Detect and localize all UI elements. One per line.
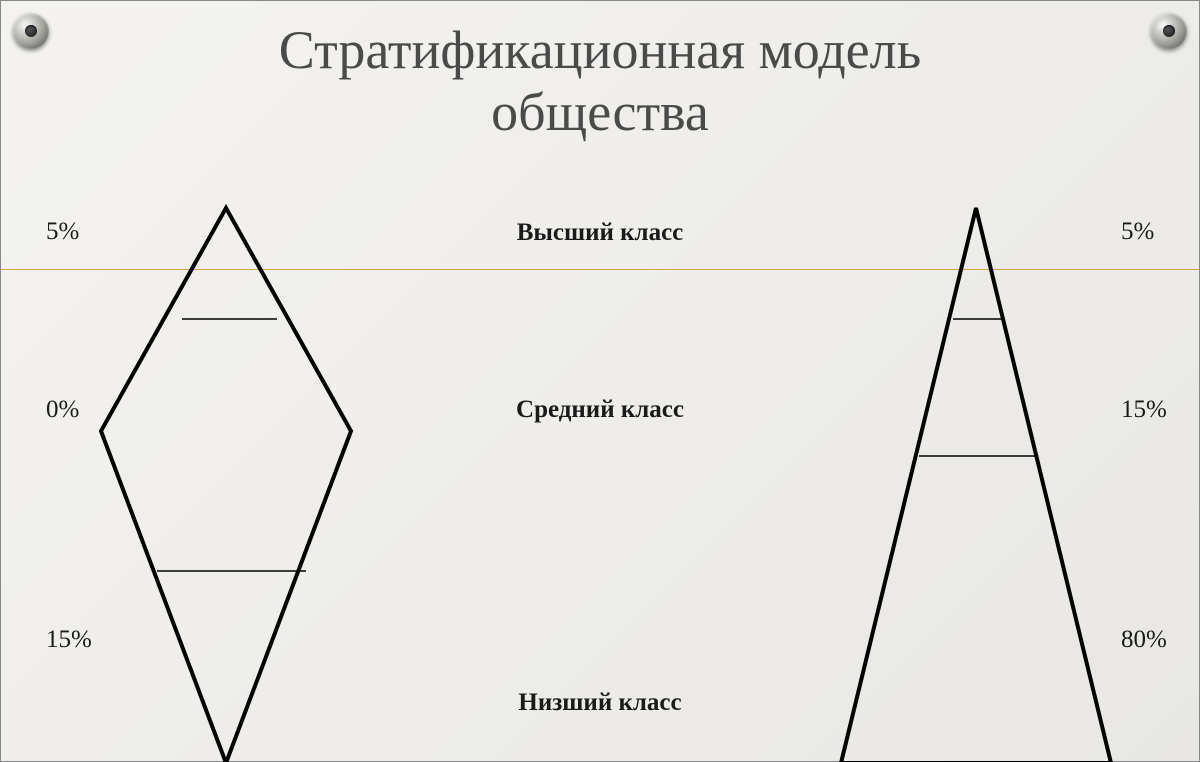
title-line-2: общества bbox=[491, 82, 709, 142]
diamond-pct-lower: 15% bbox=[46, 626, 92, 654]
slide-title: Стратификационная модель общества bbox=[1, 19, 1199, 143]
diamond-pct-upper: 5% bbox=[46, 218, 79, 246]
title-line-1: Стратификационная модель bbox=[279, 20, 921, 80]
triangle-shape bbox=[831, 198, 1121, 762]
label-lower-class: Низший класс bbox=[1, 689, 1199, 717]
triangle-pct-middle: 15% bbox=[1121, 396, 1167, 424]
slide-canvas: Стратификационная модель общества Высший… bbox=[0, 0, 1200, 762]
triangle-pct-upper: 5% bbox=[1121, 218, 1154, 246]
diamond-pct-middle: 0% bbox=[46, 396, 79, 424]
label-middle-class: Средний класс bbox=[1, 396, 1199, 424]
triangle-pct-lower: 80% bbox=[1121, 626, 1167, 654]
diamond-shape bbox=[91, 198, 361, 762]
label-upper-class: Высший класс bbox=[1, 219, 1199, 247]
